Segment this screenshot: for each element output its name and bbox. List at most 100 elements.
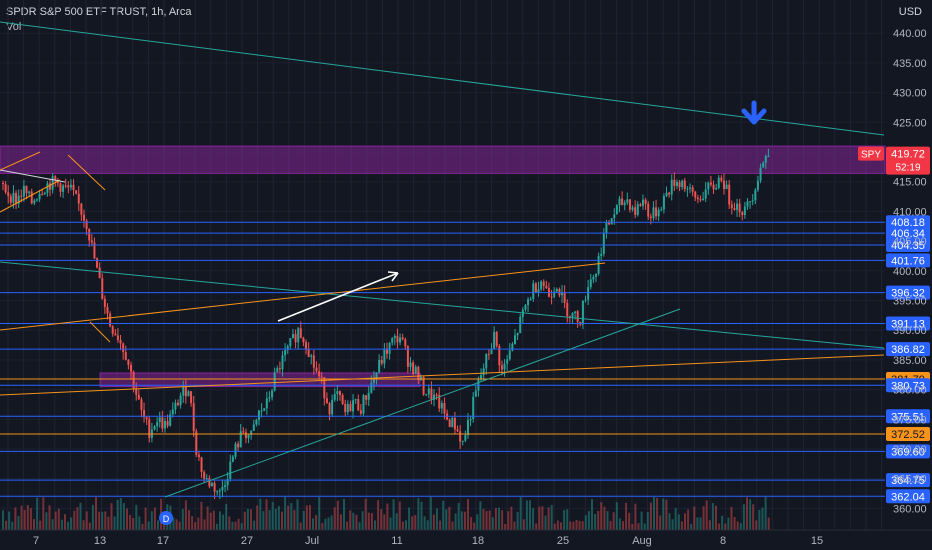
candle-body — [498, 346, 501, 366]
trend-line-teal — [0, 261, 885, 349]
volume-bar — [473, 522, 476, 530]
volume-bar — [411, 516, 414, 530]
volume-bar — [488, 510, 491, 530]
volume-bar — [113, 516, 116, 530]
candle-body — [344, 403, 347, 413]
candle-body — [362, 395, 365, 414]
volume-bar — [491, 517, 494, 530]
candle-body — [328, 403, 331, 415]
candle-body — [668, 192, 671, 195]
candle-body — [294, 333, 297, 343]
x-tick-label: 17 — [157, 535, 169, 547]
y-tick-label: 435.00 — [893, 58, 927, 70]
volume-bar — [584, 515, 587, 530]
candle-body — [370, 382, 373, 393]
volume-bar — [228, 516, 231, 530]
y-tick-label: 375.00 — [893, 414, 927, 426]
candle-body — [759, 167, 762, 181]
candle-body — [216, 491, 219, 493]
volume-bar — [312, 518, 314, 530]
candle-body — [540, 281, 543, 290]
candle-body — [741, 212, 744, 216]
candle-body — [116, 335, 119, 341]
volume-bar — [374, 520, 376, 530]
candle-body — [352, 400, 355, 412]
y-tick-label: 390.00 — [893, 325, 927, 337]
volume-bar — [212, 510, 215, 530]
y-tick-label: 415.00 — [893, 177, 927, 189]
candle-body — [529, 298, 532, 300]
candle-body — [247, 434, 250, 439]
volume-bar — [637, 523, 640, 530]
volume-bar — [659, 515, 662, 530]
volume-bar — [355, 514, 358, 530]
level-price-label: 386.82 — [891, 344, 925, 356]
candle-body — [187, 391, 190, 397]
candle-body — [255, 419, 258, 425]
volume-bar — [281, 511, 283, 530]
volume-bar — [436, 508, 438, 530]
candle-body — [158, 417, 161, 423]
volume-bar — [550, 504, 553, 530]
volume-bar — [603, 506, 606, 530]
candle-body — [506, 359, 509, 364]
volume-bar — [448, 506, 451, 530]
y-tick-label: 370.00 — [893, 444, 927, 456]
volume-bar — [26, 505, 29, 530]
volume-bar — [219, 511, 221, 530]
volume-bar — [665, 499, 668, 530]
volume-bar — [690, 523, 693, 530]
candle-body — [751, 200, 754, 202]
volume-bar — [126, 508, 128, 530]
candle-body — [555, 288, 558, 292]
candle-body — [451, 417, 454, 427]
y-tick-label: 405.00 — [893, 236, 927, 248]
candle-body — [148, 419, 151, 438]
candle-body — [28, 191, 31, 194]
volume-bar — [234, 521, 237, 530]
volume-bar — [73, 510, 76, 530]
candle-body — [75, 190, 78, 194]
volume-bar — [643, 523, 646, 530]
volume-bar — [755, 520, 758, 530]
volume-bar — [333, 507, 336, 530]
candle-body — [571, 313, 574, 317]
candle-body — [754, 189, 757, 201]
volume-bar — [138, 516, 141, 530]
candle-body — [41, 193, 44, 195]
candle-body — [318, 371, 321, 377]
candle-body — [114, 333, 117, 336]
candle-body — [43, 192, 46, 195]
volume-bar — [330, 515, 333, 530]
volume-bar — [646, 511, 649, 530]
volume-bar — [215, 523, 218, 530]
volume-bar — [687, 509, 690, 530]
volume-bar — [699, 517, 702, 530]
volume-bar — [361, 511, 364, 530]
candle-body — [618, 198, 621, 206]
volume-bar — [209, 512, 212, 530]
level-price-label: 396.32 — [891, 288, 925, 300]
volume-bar — [439, 520, 442, 530]
candle-body — [30, 191, 33, 204]
candle-body — [260, 410, 263, 412]
volume-bar — [116, 499, 119, 530]
volume-bar — [110, 503, 113, 530]
candle-body — [242, 431, 245, 433]
volume-bar — [408, 507, 411, 530]
volume-bar — [141, 523, 144, 530]
candle-body — [273, 372, 276, 391]
volume-bar — [222, 514, 225, 530]
candle-body — [767, 155, 770, 157]
level-price-label: 375.51 — [891, 411, 925, 423]
level-price-tag — [886, 342, 930, 357]
candle-body — [678, 182, 681, 188]
last-price-label: 419.72 — [891, 149, 925, 161]
level-price-label: 391.13 — [891, 318, 925, 330]
level-price-tag — [886, 378, 930, 393]
volume-bar — [386, 503, 389, 530]
currency-label: USD — [898, 6, 922, 18]
volume-bar — [395, 513, 398, 530]
candle-body — [357, 399, 360, 411]
